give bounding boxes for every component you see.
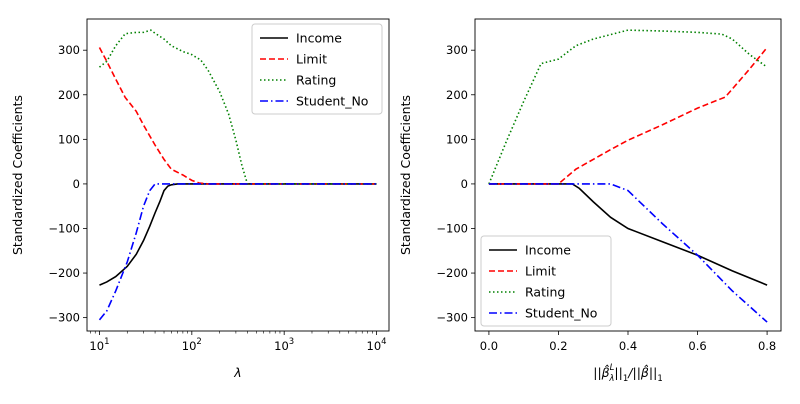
legend-entry-limit: Limit — [296, 52, 327, 67]
x-tick-label: 0.0 — [480, 339, 498, 353]
legend: Income Limit Rating Student_No — [251, 23, 383, 115]
panel-2: −300 −200 −100 0 100 200 300 0.0 0.2 0.4 0.6 0.8 Sta… — [398, 18, 782, 384]
series-line-limit — [98, 47, 377, 185]
y-tick-label: −300 — [436, 311, 468, 325]
x-tick-label: 0.4 — [619, 339, 637, 353]
series-line-student-no — [98, 183, 377, 321]
series-line-rating — [98, 29, 377, 185]
y-tick-label: 100 — [446, 132, 468, 146]
y-tick-label: 200 — [446, 88, 468, 102]
y-tick-label: −300 — [48, 311, 80, 325]
series-line-rating — [488, 29, 768, 185]
axes-frame — [86, 18, 390, 332]
y-tick-label: 300 — [446, 43, 468, 57]
y-tick-label: 100 — [58, 132, 80, 146]
series-line-limit — [488, 47, 768, 185]
series-line-student-no — [488, 183, 768, 323]
legend-entry-student-no: Student_No — [525, 306, 597, 321]
legend-box — [480, 235, 612, 327]
x-tick-label: 102 — [182, 337, 202, 353]
y-tick-label: −100 — [48, 221, 80, 235]
legend-box — [251, 23, 383, 115]
axes-frame — [474, 18, 782, 332]
x-axis-label: λ — [233, 365, 241, 380]
legend-entry-student-no: Student_No — [296, 94, 368, 109]
x-tick-label: 0.2 — [549, 339, 567, 353]
x-tick-label: 103 — [274, 337, 294, 353]
legend-entry-limit: Limit — [525, 264, 556, 279]
x-tick-label: 104 — [367, 337, 387, 353]
x-axis-label: ||β̂L λ||1/||β̂||1 — [593, 363, 663, 384]
y-tick-label: −100 — [436, 221, 468, 235]
y-tick-label: 200 — [58, 88, 80, 102]
y-tick-label: 0 — [73, 177, 80, 191]
legend-entry-rating: Rating — [296, 73, 336, 88]
legend-entry-rating: Rating — [525, 285, 565, 300]
x-tick-label: 0.6 — [688, 339, 706, 353]
y-tick-label: −200 — [48, 266, 80, 280]
y-tick-label: 300 — [58, 43, 80, 57]
panel-1: −300 −200 −100 0 100 200 300 101 102 103 104 Standa… — [10, 18, 390, 380]
x-tick-label: 0.8 — [758, 339, 776, 353]
y-tick-label: 0 — [461, 177, 468, 191]
legend-entry-income: Income — [525, 243, 571, 258]
y-axis-label: Standardized Coefficients — [10, 95, 25, 255]
x-tick-label: 101 — [89, 337, 109, 353]
y-axis-label: Standardized Coefficients — [398, 95, 413, 255]
series-line-income — [99, 183, 377, 286]
y-tick-label: −200 — [436, 266, 468, 280]
legend-entry-income: Income — [296, 31, 342, 46]
legend: Income Limit Rating Student_No — [480, 235, 612, 327]
